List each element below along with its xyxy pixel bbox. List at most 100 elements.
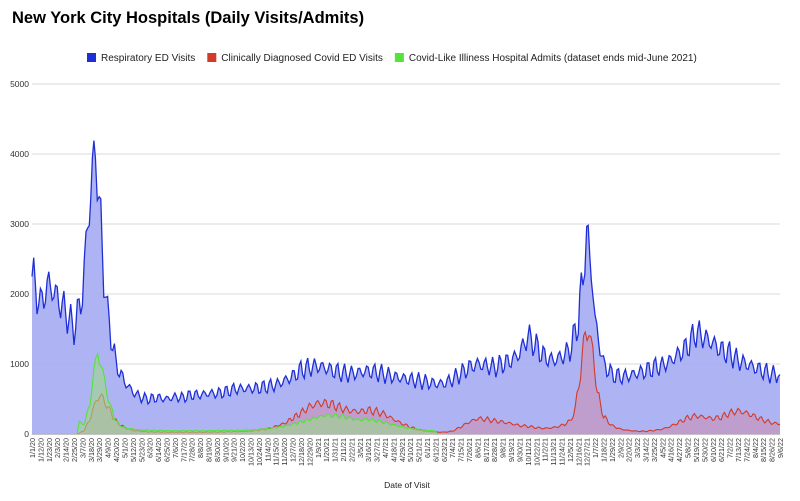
- x-tick-label: 10/13/20: [247, 438, 256, 466]
- x-tick-label: 2/25/20: [70, 438, 79, 462]
- y-tick-label: 4000: [10, 149, 29, 159]
- x-tick-label: 4/9/20: [104, 438, 113, 458]
- chart-title: New York City Hospitals (Daily Visits/Ad…: [12, 9, 365, 27]
- x-tick-label: 1/31/21: [331, 438, 340, 462]
- series-area: [77, 332, 781, 434]
- x-tick-label: 12/5/21: [566, 438, 575, 462]
- x-tick-label: 10/2/20: [238, 438, 247, 462]
- x-tick-label: 7/24/22: [742, 438, 751, 462]
- x-tick-label: 10/22/21: [532, 438, 541, 466]
- x-tick-label: 6/14/20: [154, 438, 163, 462]
- x-tick-label: 3/25/22: [650, 438, 659, 462]
- x-tick-label: 9/30/21: [515, 438, 524, 462]
- legend-swatch: [87, 53, 96, 62]
- x-tick-label: 7/4/21: [448, 438, 457, 458]
- x-tick-label: 7/26/21: [465, 438, 474, 462]
- x-tick-label: 3/14/22: [642, 438, 651, 462]
- x-tick-label: 3/7/20: [78, 438, 87, 458]
- x-tick-label: 4/20/20: [112, 438, 121, 462]
- x-tick-label: 1/18/22: [600, 438, 609, 462]
- x-tick-label: 1/1/20: [28, 438, 37, 458]
- x-tick-label: 5/23/20: [137, 438, 146, 462]
- x-tick-label: 1/20/21: [322, 438, 331, 462]
- x-tick-label: 12/16/21: [574, 438, 583, 466]
- x-tick-label: 11/4/20: [263, 438, 272, 461]
- x-tick-label: 6/1/21: [423, 438, 432, 458]
- x-tick-label: 3/18/20: [87, 438, 96, 462]
- x-tick-label: 4/7/21: [381, 438, 390, 458]
- x-tick-label: 8/8/20: [196, 438, 205, 458]
- x-tick-label: 4/18/21: [389, 438, 398, 462]
- x-tick-label: 7/28/20: [188, 438, 197, 462]
- x-tick-label: 3/5/21: [356, 438, 365, 458]
- x-tick-label: 3/27/21: [373, 438, 382, 462]
- x-axis: 1/1/20 1/12/20 1/23/20 2/3/20 2/14/20 2/25/20…: [28, 438, 785, 466]
- x-tick-label: 9/19/21: [507, 438, 516, 462]
- x-tick-label: 7/15/21: [457, 438, 466, 462]
- x-tick-label: 6/3/20: [146, 438, 155, 458]
- y-tick-label: 1000: [10, 359, 29, 369]
- plot-area: [31, 140, 781, 435]
- x-tick-label: 7/6/20: [171, 438, 180, 458]
- x-tick-label: 8/15/22: [759, 438, 768, 462]
- series-area: [77, 353, 438, 434]
- y-tick-label: 2000: [10, 289, 29, 299]
- x-tick-label: 2/20/22: [625, 438, 634, 462]
- x-axis-title: Date of Visit: [384, 480, 430, 490]
- x-tick-label: 5/19/22: [692, 438, 701, 462]
- x-tick-label: 12/18/20: [297, 438, 306, 466]
- x-tick-label: 7/2/22: [726, 438, 735, 458]
- x-tick-label: 12/7/20: [289, 438, 298, 462]
- x-tick-label: 6/25/20: [162, 438, 171, 462]
- series-line: [31, 140, 781, 406]
- x-tick-label: 12/27/21: [583, 438, 592, 466]
- x-tick-label: 11/15/20: [272, 438, 281, 465]
- x-tick-label: 3/3/22: [633, 438, 642, 458]
- x-tick-label: 4/27/22: [675, 438, 684, 462]
- x-tick-label: 9/8/21: [499, 438, 508, 458]
- x-tick-label: 8/30/20: [213, 438, 222, 462]
- x-tick-label: 1/29/22: [608, 438, 617, 462]
- legend-label: Clinically Diagnosed Covid ED Visits: [221, 53, 383, 64]
- x-tick-label: 10/24/20: [255, 438, 264, 466]
- series-line: [76, 352, 439, 435]
- legend: Respiratory ED Visits Clinically Diagnose…: [87, 53, 697, 64]
- legend-swatch: [394, 53, 404, 62]
- x-tick-label: 1/12/20: [36, 438, 45, 462]
- legend-swatch: [207, 53, 217, 62]
- x-tick-label: 5/30/22: [700, 438, 709, 462]
- x-tick-label: 7/13/22: [734, 438, 743, 462]
- series-area: [32, 140, 780, 434]
- y-axis: 0 1000 2000 3000 4000 5000: [10, 79, 29, 439]
- legend-label: Covid-Like Illiness Hospital Admits (dat…: [409, 53, 697, 64]
- x-tick-label: 11/24/21: [557, 438, 566, 465]
- x-tick-label: 2/11/21: [339, 438, 348, 461]
- x-tick-label: 6/21/22: [717, 438, 726, 462]
- x-tick-label: 1/9/21: [314, 438, 323, 458]
- x-tick-label: 3/16/21: [364, 438, 373, 462]
- y-tick-label: 0: [24, 429, 29, 439]
- x-tick-label: 9/10/20: [221, 438, 230, 462]
- x-tick-label: 2/3/20: [53, 438, 62, 458]
- x-tick-label: 9/21/20: [230, 438, 239, 462]
- x-tick-label: 2/9/22: [616, 438, 625, 458]
- x-tick-label: 6/12/21: [431, 438, 440, 462]
- x-tick-label: 12/29/20: [305, 438, 314, 466]
- x-tick-label: 6/23/21: [440, 438, 449, 462]
- x-tick-label: 5/10/21: [406, 438, 415, 462]
- x-tick-label: 5/21/21: [415, 438, 424, 462]
- x-tick-label: 8/26/22: [768, 438, 777, 462]
- x-tick-label: 1/7/22: [591, 438, 600, 458]
- x-tick-label: 8/19/20: [204, 438, 213, 462]
- y-tick-label: 5000: [10, 79, 29, 89]
- x-tick-label: 5/1/20: [120, 438, 129, 458]
- x-tick-label: 11/26/20: [280, 438, 289, 465]
- x-tick-label: 5/12/20: [129, 438, 138, 462]
- x-tick-label: 11/13/21: [549, 438, 558, 465]
- x-tick-label: 4/16/22: [667, 438, 676, 462]
- x-tick-label: 8/28/21: [490, 438, 499, 462]
- x-tick-label: 11/2/21: [541, 438, 550, 461]
- x-tick-label: 2/22/21: [347, 438, 356, 462]
- x-tick-label: 3/29/20: [95, 438, 104, 462]
